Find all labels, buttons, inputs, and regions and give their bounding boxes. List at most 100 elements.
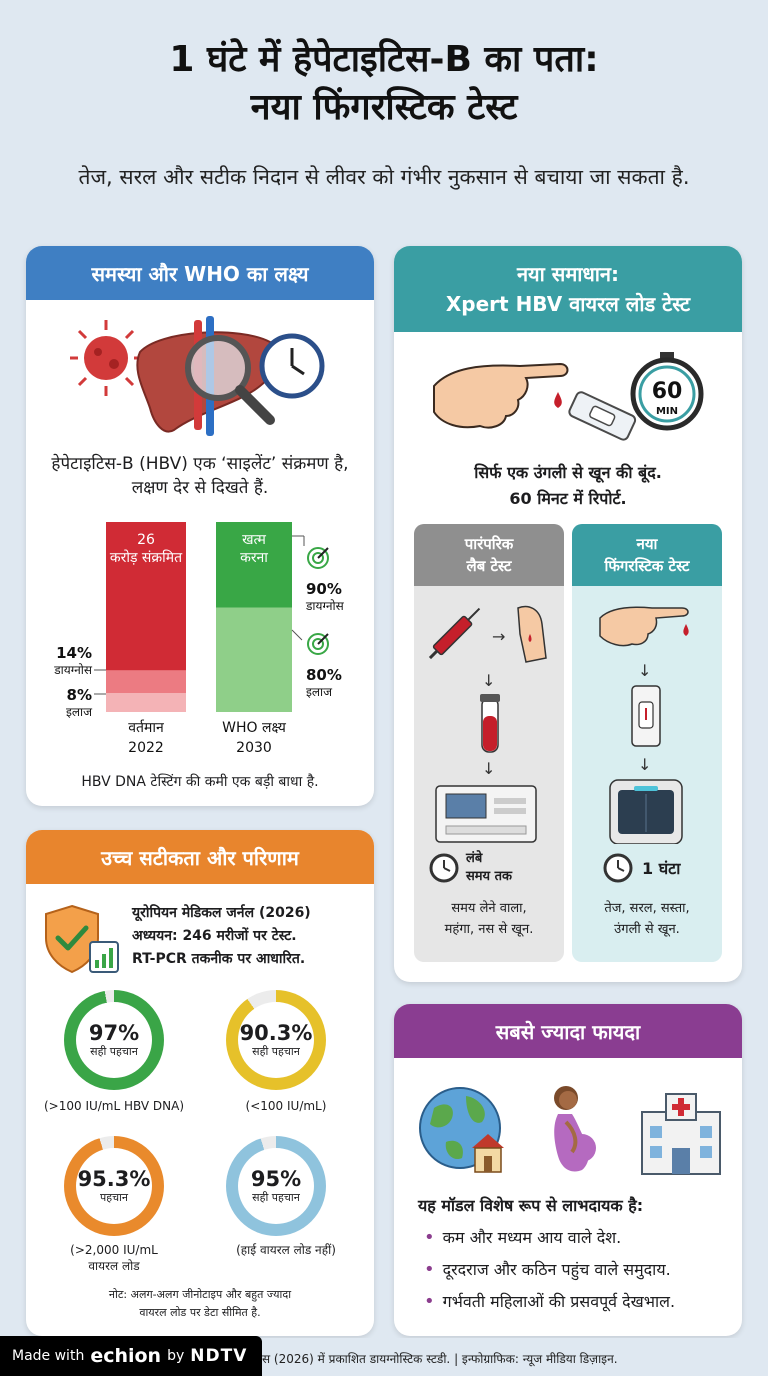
new-test-panel: नया फिंगरस्टिक टेस्ट ↓ ↓ <box>572 524 722 962</box>
test-cartridge-icon <box>568 391 637 441</box>
magnifier-icon <box>185 335 275 425</box>
clock-icon <box>259 333 325 399</box>
stopwatch-unit: MIN <box>656 406 678 417</box>
problem-note: HBV DNA टेस्टिंग की कमी एक बड़ी बाधा है. <box>81 774 319 790</box>
benefit-bullet-1: कम और मध्यम आय वाले देश. <box>424 1228 622 1248</box>
ring-4-caption-1: (हाई वायरल लोड नहीं) <box>236 1243 336 1257</box>
traditional-heading-1: पारंपरिक <box>464 535 514 553</box>
shield-chart-icon <box>42 902 122 976</box>
traditional-time: लंबे समय तक <box>428 850 512 886</box>
ring-1-caption-1: (>100 IU/mL HBV DNA) <box>43 1099 185 1113</box>
solution-heading-2: Xpert HBV वायरल लोड टेस्ट <box>445 292 691 316</box>
bar-2-top-label-1: खत्म <box>242 532 266 548</box>
finger-hand-icon <box>599 606 689 647</box>
accuracy-card: उच्च सटीकता और परिणाम यूरोपियन मेडिकल जर… <box>26 830 374 1336</box>
blood-drop-icon <box>554 392 562 408</box>
new-test-time-text: 1 घंटा <box>642 859 681 878</box>
solution-desc-1: सिर्फ एक उंगली से खून की बूंद. <box>474 463 662 482</box>
ring-1-caption: (>100 IU/mL HBV DNA) <box>30 1098 198 1114</box>
ring-3-caption-1: (>2,000 IU/mL <box>70 1243 158 1257</box>
badge-by: by <box>167 1348 185 1364</box>
analyzer-device-icon <box>609 779 683 844</box>
bar-1-diagnosed-text: डायग्नोस <box>53 663 93 677</box>
badge-brand: echion <box>90 1345 162 1367</box>
accuracy-note: नोट: अलग-अलग जीनोटाइप और बहुत ज्यादा वाय… <box>36 1286 364 1322</box>
bar-2-xlabel-1: WHO लक्ष्य <box>222 720 287 736</box>
bar-1-diagnosed-pct: 14% <box>56 644 92 662</box>
study-line-1: यूरोपियन मेडिकल जर्नल (2026) <box>132 905 311 921</box>
benefit-bullet-2: दूरदराज और कठिन पहुंच वाले समुदाय. <box>424 1260 671 1280</box>
svg-text:→: → <box>492 627 505 646</box>
ring-2-pct: 90.3% <box>239 1021 313 1045</box>
liver-illustration <box>70 312 330 442</box>
globe-house-icon <box>419 1087 504 1173</box>
ring-1-pct: 97% <box>88 1021 140 1045</box>
accuracy-note-2: वायरल लोड पर डेटा सीमित है. <box>139 1306 261 1319</box>
traditional-header: पारंपरिक लैब टेस्ट <box>414 524 564 586</box>
pregnant-woman-icon <box>554 1086 596 1172</box>
target-90-icon-outer <box>307 547 329 569</box>
new-test-desc-2: उंगली से खून. <box>614 922 680 937</box>
new-test-illustration: ↓ ↓ <box>582 594 712 844</box>
problem-card-header: समस्या और WHO का लक्ष्य <box>26 246 374 300</box>
ring-2-label: सही पहचान <box>252 1045 300 1058</box>
solution-heading-1: नया समाधान: <box>516 262 620 286</box>
traditional-desc: समय लेने वाला, महंगा, नस से खून. <box>418 898 560 940</box>
arm-icon <box>517 605 547 663</box>
accuracy-ring-4: 95% सही पहचान <box>226 1136 326 1236</box>
target-90-icon-inner <box>312 552 324 564</box>
bar-1-treated-text: इलाज <box>66 705 93 719</box>
syringe-icon <box>428 607 481 660</box>
target-80-icon-outer <box>307 633 329 655</box>
problem-description: हेपेटाइटिस-B (HBV) एक ‘साइलेंट’ संक्रमण … <box>51 454 349 498</box>
accuracy-heading: उच्च सटीकता और परिणाम <box>101 845 299 870</box>
made-with-badge[interactable]: Made with echion by NDTV <box>0 1336 262 1376</box>
accuracy-ring-1: 97% सही पहचान <box>64 990 164 1090</box>
page-title: 1 घंटे में हेपेटाइटिस-B का पता: नया फिंग… <box>0 36 768 132</box>
bar-1-top-label-1: 26 <box>137 532 155 548</box>
benefit-heading: सबसे ज्यादा फायदा <box>495 1019 641 1044</box>
ring-2-caption-1: (<100 IU/mL) <box>245 1099 327 1113</box>
new-test-heading-2: फिंगरस्टिक टेस्ट <box>604 557 690 575</box>
finger-hand-icon <box>433 362 569 429</box>
target-90-icon-arrow <box>317 547 329 559</box>
ring-1-label: सही पहचान <box>90 1045 138 1058</box>
benefit-card: सबसे ज्यादा फायदा <box>394 1004 742 1336</box>
traditional-illustration: → ↓ ↓ <box>424 594 554 844</box>
solution-description: सिर्फ एक उंगली से खून की बूंद. 60 मिनट म… <box>404 460 732 512</box>
svg-text:↓: ↓ <box>638 755 651 774</box>
benefit-intro: यह मॉडल विशेष रूप से लाभदायक है: <box>418 1196 644 1215</box>
bar-2-treated-text: इलाज <box>306 685 333 699</box>
ring-3-pct: 95.3% <box>77 1167 151 1191</box>
problem-card: समस्या और WHO का लक्ष्य <box>26 246 374 806</box>
accuracy-card-header: उच्च सटीकता और परिणाम <box>26 830 374 884</box>
bar-2-diagnosed-text: डायग्नोस <box>305 599 345 613</box>
new-test-heading-1: नया <box>636 535 658 553</box>
blood-tube-icon <box>480 694 500 753</box>
new-test-desc-1: तेज, सरल, सस्ता, <box>604 901 690 916</box>
ring-3-caption: (>2,000 IU/mL वायरल लोड <box>30 1242 198 1274</box>
svg-text:↓: ↓ <box>482 671 495 690</box>
solution-desc-2: 60 मिनट में रिपोर्ट. <box>509 489 627 508</box>
solution-card: नया समाधान: Xpert HBV वायरल लोड टेस्ट 60… <box>394 246 742 982</box>
new-test-header: नया फिंगरस्टिक टेस्ट <box>572 524 722 586</box>
ring-2-caption: (<100 IU/mL) <box>202 1098 370 1114</box>
lab-machine-icon <box>435 785 537 843</box>
bar-1-treated-pct: 8% <box>67 686 92 704</box>
ring-3-caption-2: वायरल लोड <box>88 1259 140 1273</box>
ring-4-pct: 95% <box>250 1167 302 1191</box>
svg-text:↓: ↓ <box>638 661 651 680</box>
traditional-desc-1: समय लेने वाला, <box>451 901 527 916</box>
bar-2-xlabel-2: 2030 <box>236 740 272 756</box>
who-target-chart: 26 करोड़ संक्रमित वर्तमान 2022 खत्म करना WHO ल… <box>26 522 374 762</box>
problem-heading: समस्या और WHO का लक्ष्य <box>91 261 309 286</box>
study-line-2: अध्ययन: 246 मरीजों पर टेस्ट. <box>132 928 297 944</box>
stopwatch-value: 60 <box>652 379 683 404</box>
title-line-2: नया फिंगरस्टिक टेस्ट <box>250 87 518 128</box>
stopwatch-icon: 60 MIN <box>630 352 704 431</box>
accuracy-ring-3: 95.3% पहचान <box>64 1136 164 1236</box>
new-test-time: 1 घंटा <box>602 852 680 884</box>
badge-partner: NDTV <box>190 1346 248 1366</box>
target-80-icon-arrow <box>317 633 329 645</box>
